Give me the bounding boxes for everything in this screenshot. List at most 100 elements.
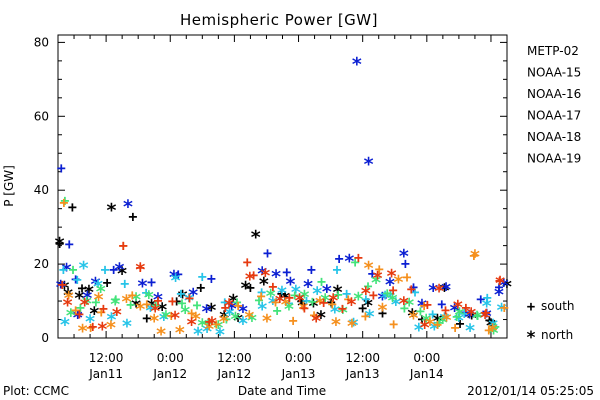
point-noaa-15-south: +	[307, 260, 316, 278]
point-noaa-19-north: *	[465, 304, 476, 326]
point-noaa-16-south: +	[198, 267, 207, 285]
point-metp-02-south: +	[128, 207, 137, 225]
point-noaa-19-north: *	[150, 301, 161, 323]
point-noaa-19-south: +	[461, 298, 470, 316]
point-noaa-15-north: *	[377, 288, 388, 310]
point-noaa-16-north: *	[348, 315, 359, 337]
point-noaa-16-south: +	[483, 289, 492, 307]
point-noaa-19-north: *	[346, 294, 357, 316]
point-noaa-17-south: +	[290, 286, 299, 304]
point-noaa-15-north: *	[61, 260, 72, 282]
point-metp-02-north: *	[59, 277, 70, 299]
x-tick-time-label: 0:00	[413, 351, 440, 365]
point-metp-02-south: +	[485, 311, 494, 329]
point-noaa-17-south: +	[452, 308, 461, 326]
point-noaa-15-north: *	[351, 54, 362, 76]
point-noaa-17-north: *	[299, 287, 310, 309]
point-noaa-18-south: +	[257, 287, 266, 305]
point-noaa-17-north: *	[213, 317, 224, 339]
point-noaa-16-north: *	[496, 299, 507, 321]
point-noaa-19-north: *	[310, 311, 321, 333]
point-noaa-17-south: +	[351, 253, 360, 271]
y-tick-label: 40	[34, 183, 49, 197]
point-noaa-17-north: *	[387, 290, 398, 312]
point-noaa-16-south: +	[302, 292, 311, 310]
point-noaa-18-north: *	[121, 291, 132, 313]
point-noaa-17-south: +	[308, 292, 317, 310]
chart-title: Hemispheric Power [GW]	[180, 11, 378, 29]
point-noaa-17-north: *	[421, 311, 432, 333]
point-noaa-16-south: +	[176, 284, 185, 302]
point-noaa-15-north: *	[363, 153, 374, 175]
point-metp-02-north: *	[332, 282, 343, 304]
y-tick-label: 20	[34, 257, 49, 271]
point-metp-02-south: +	[378, 304, 387, 322]
point-noaa-18-north: *	[298, 298, 309, 320]
point-noaa-18-south: +	[389, 315, 398, 333]
point-noaa-19-north: *	[169, 308, 180, 330]
point-noaa-16-north: *	[106, 309, 117, 331]
point-metp-02-north: *	[258, 274, 269, 296]
point-noaa-17-south: +	[151, 296, 160, 314]
point-noaa-16-north: *	[256, 298, 267, 320]
point-noaa-16-south: +	[386, 285, 395, 303]
point-noaa-18-north: *	[314, 293, 325, 315]
point-noaa-18-north: *	[377, 299, 388, 321]
point-noaa-17-south: +	[192, 296, 201, 314]
point-noaa-16-north: *	[224, 304, 235, 326]
point-noaa-18-south: +	[403, 268, 412, 286]
point-noaa-15-south: +	[401, 254, 410, 272]
point-noaa-18-north: *	[441, 309, 452, 331]
x-tick-date-label: Jan11	[88, 367, 123, 381]
point-noaa-16-north: *	[413, 319, 424, 341]
point-noaa-19-north: *	[479, 307, 490, 329]
point-noaa-18-south: +	[128, 286, 137, 304]
point-noaa-15-north: *	[493, 284, 504, 306]
point-metp-02-north: *	[308, 296, 319, 318]
point-noaa-18-south: +	[167, 306, 176, 324]
point-noaa-18-south: +	[310, 306, 319, 324]
point-noaa-15-south: +	[409, 278, 418, 296]
point-metp-02-north: *	[83, 281, 94, 303]
point-noaa-15-north: *	[122, 196, 133, 218]
point-noaa-17-south: +	[233, 293, 242, 311]
point-metp-02-south: +	[172, 292, 181, 310]
point-noaa-15-north: *	[384, 274, 395, 296]
point-noaa-18-north: *	[363, 257, 374, 279]
point-noaa-15-north: *	[428, 280, 439, 302]
symbol-legend: + south * north	[526, 299, 575, 348]
point-noaa-18-north: *	[190, 308, 201, 330]
point-noaa-17-north: *	[265, 285, 276, 307]
point-noaa-17-south: +	[435, 313, 444, 331]
x-tick-date-label: Jan12	[217, 367, 252, 381]
point-noaa-19-north: *	[274, 291, 285, 313]
point-noaa-15-north: *	[188, 285, 199, 307]
point-noaa-18-south: +	[142, 295, 151, 313]
point-noaa-16-south: +	[342, 285, 351, 303]
point-metp-02-north: *	[74, 288, 85, 310]
point-noaa-17-north: *	[81, 293, 92, 315]
point-noaa-17-south: +	[126, 295, 135, 313]
point-noaa-17-north: *	[437, 312, 448, 334]
point-noaa-19-north: *	[97, 319, 108, 341]
point-noaa-16-north: *	[145, 300, 156, 322]
point-noaa-17-north: *	[403, 295, 414, 317]
point-noaa-15-north: *	[344, 251, 355, 273]
point-noaa-15-south: +	[437, 295, 446, 313]
point-noaa-19-south: +	[243, 253, 252, 271]
point-noaa-18-north: *	[424, 314, 435, 336]
point-noaa-15-north: *	[256, 263, 267, 285]
plot-credit: Plot: CCMC	[3, 384, 69, 398]
point-metp-02-south: +	[55, 234, 64, 252]
point-noaa-19-south: +	[153, 292, 162, 310]
y-tick-label: 60	[34, 109, 49, 123]
point-noaa-18-north: *	[204, 319, 215, 341]
point-noaa-15-north: *	[168, 267, 179, 289]
point-metp-02-north: *	[228, 291, 239, 313]
point-noaa-18-south: +	[433, 316, 442, 334]
point-noaa-15-north: *	[137, 275, 148, 297]
point-metp-02-south: +	[358, 299, 367, 317]
x-tick-date-label: Jan12	[152, 367, 187, 381]
point-noaa-18-north: *	[469, 246, 480, 268]
